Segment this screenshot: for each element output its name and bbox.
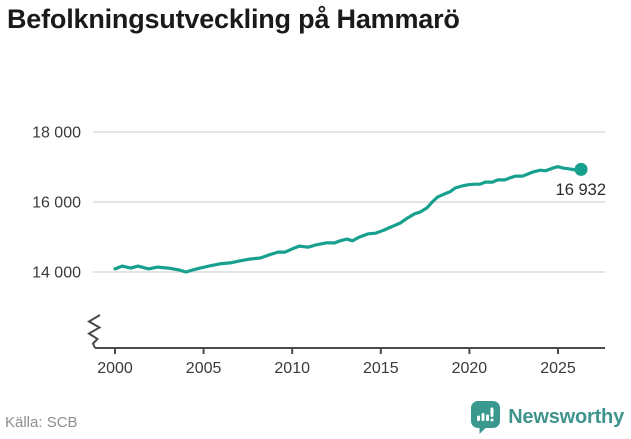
x-axis-tick-label: 2025 bbox=[540, 360, 576, 377]
x-axis-tick-label: 2000 bbox=[97, 360, 133, 377]
y-axis-tick-label: 16 000 bbox=[32, 195, 81, 212]
x-axis-tick-label: 2005 bbox=[186, 360, 222, 377]
chart-title: Befolkningsutveckling på Hammarö bbox=[7, 4, 460, 34]
newsworthy-logo-icon bbox=[471, 401, 501, 434]
series-end-dot bbox=[574, 162, 588, 176]
x-axis-tick-label: 2015 bbox=[363, 360, 399, 377]
y-axis-tick-label: 18 000 bbox=[32, 125, 81, 142]
y-axis-tick-label: 14 000 bbox=[32, 265, 81, 282]
newsworthy-logo-text: Newsworthy bbox=[508, 406, 624, 428]
newsworthy-logo[interactable]: Newsworthy bbox=[471, 401, 624, 434]
y-axis-break-squiggle bbox=[87, 314, 102, 349]
end-value-label: 16 932 bbox=[556, 181, 606, 199]
population-series-line bbox=[113, 165, 583, 274]
x-axis-tick-label: 2020 bbox=[452, 360, 488, 377]
x-axis-tick-label: 2010 bbox=[274, 360, 310, 377]
population-line-chart: 14 000 16 000 18 000 2000 2005 2010 2015 2020 20… bbox=[32, 125, 606, 378]
source-note: Källa: SCB bbox=[5, 414, 78, 431]
